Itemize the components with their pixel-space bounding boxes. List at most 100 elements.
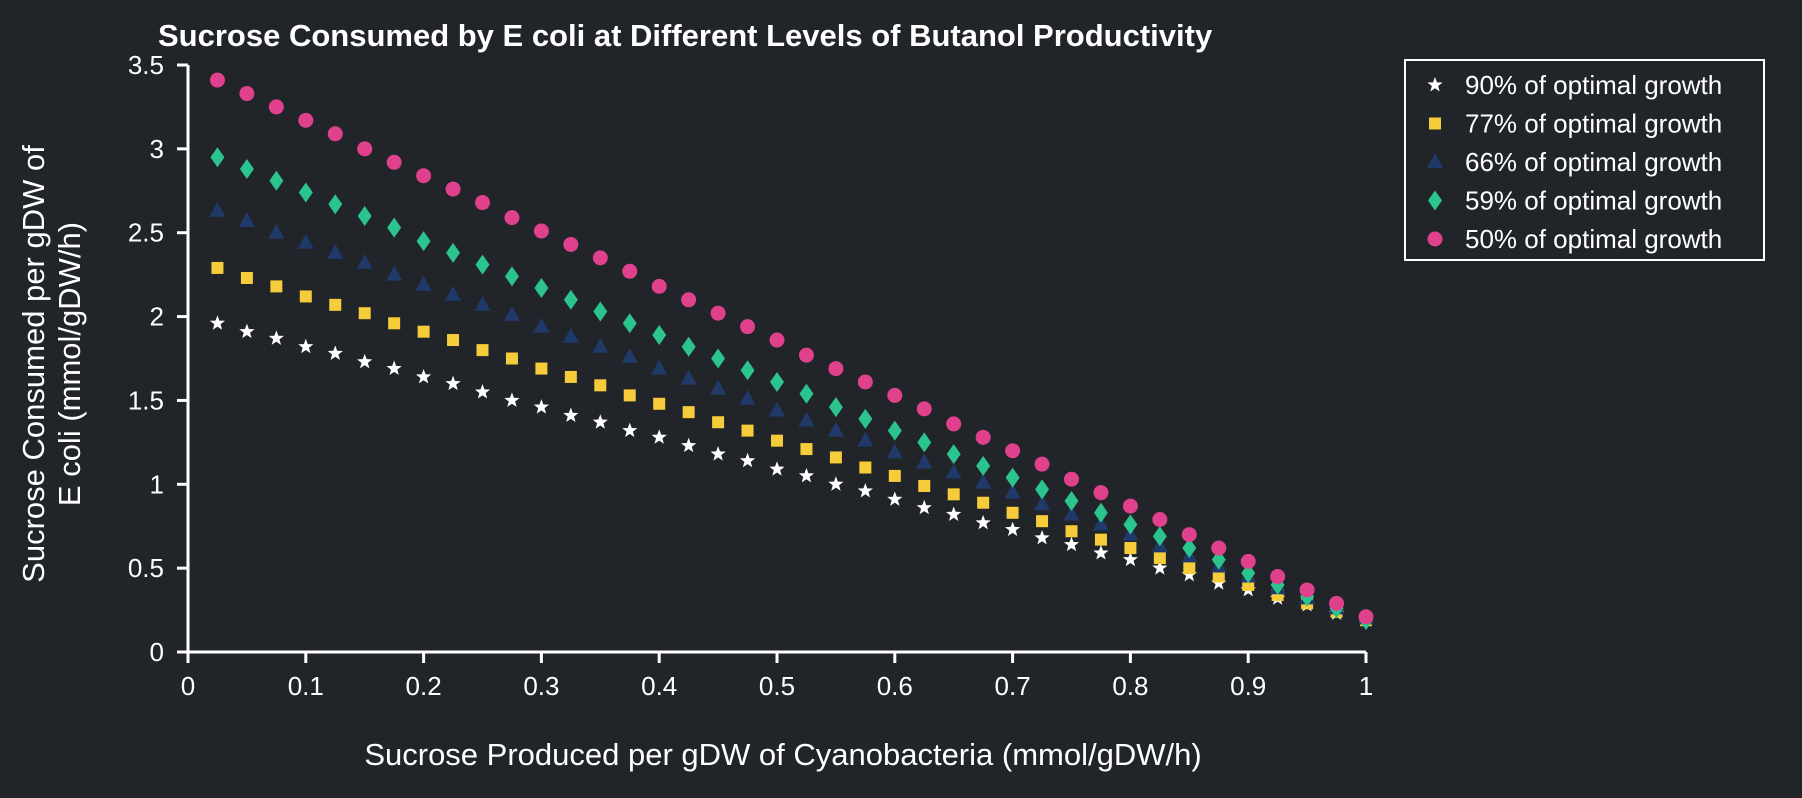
data-point [1005, 443, 1021, 459]
data-point [592, 414, 608, 429]
data-point [887, 387, 903, 403]
legend: 90% of optimal growth 77% of optimal grow… [1404, 59, 1765, 261]
data-point [503, 305, 520, 321]
data-point [1212, 570, 1225, 583]
y-axis-label-line-1: Sucrose Consumed per gDW of [16, 145, 51, 583]
legend-entry: 66% of optimal growth [1427, 147, 1722, 177]
data-point [975, 429, 991, 445]
data-point [1123, 514, 1138, 535]
legend-box [1404, 59, 1765, 261]
data-point [535, 362, 548, 375]
data-point [800, 443, 813, 456]
data-point [710, 305, 726, 321]
data-point [1092, 515, 1109, 531]
data-point [268, 330, 284, 345]
data-point [386, 154, 402, 170]
data-point [534, 278, 549, 299]
data-point [1153, 552, 1166, 565]
data-point [238, 211, 255, 227]
data-point [327, 345, 343, 360]
series-3 [210, 147, 1373, 631]
data-point [211, 261, 224, 274]
data-point [269, 170, 284, 191]
data-point [1063, 505, 1080, 521]
data-point [829, 451, 842, 464]
data-point [623, 389, 636, 402]
data-point [563, 407, 579, 422]
data-point [798, 411, 815, 427]
data-point [329, 298, 342, 311]
data-point [1183, 562, 1196, 575]
x-tick-label: 0.3 [523, 671, 559, 701]
data-point [1211, 549, 1226, 570]
legend-label: 66% of optimal growth [1465, 147, 1722, 177]
series-4 [209, 72, 1374, 625]
data-point [651, 429, 667, 444]
chart-title: Sucrose Consumed by E coli at Different … [158, 18, 1213, 53]
data-point [740, 319, 756, 335]
x-tick-label: 1 [1359, 671, 1373, 701]
data-point [653, 397, 666, 410]
data-point [711, 348, 726, 369]
data-point [1122, 498, 1138, 514]
data-point [298, 182, 313, 203]
legend-marker [1427, 77, 1443, 92]
data-point [476, 344, 489, 357]
data-point [710, 446, 726, 461]
data-point [475, 254, 490, 275]
legend-marker [1427, 231, 1443, 247]
x-axis-label: Sucrose Produced per gDW of Cyanobacteri… [364, 737, 1201, 772]
data-point [209, 72, 225, 88]
y-tick-label: 2 [150, 302, 164, 332]
data-point [299, 290, 312, 303]
data-point [447, 334, 460, 347]
data-point [563, 289, 578, 310]
data-point [504, 392, 520, 407]
x-tick-label: 0.1 [288, 671, 324, 701]
y-tick-label: 1 [150, 469, 164, 499]
data-point [681, 336, 696, 357]
data-point [769, 332, 785, 348]
data-point [975, 514, 991, 530]
data-point [593, 301, 608, 322]
data-point [681, 437, 697, 453]
data-point [1064, 471, 1079, 487]
data-point [445, 181, 461, 197]
x-tick-label: 0.7 [995, 671, 1031, 701]
x-tick-label: 0.6 [877, 671, 913, 701]
y-tick-label: 2.5 [128, 218, 164, 248]
data-point [680, 369, 697, 385]
data-point [297, 233, 314, 249]
legend-entry: 77% of optimal growth [1429, 109, 1722, 139]
legend-entry: 59% of optimal growth [1428, 186, 1722, 216]
data-point [621, 347, 638, 363]
plot-area [209, 72, 1374, 631]
data-point [239, 86, 255, 102]
legend-label: 50% of optimal growth [1465, 224, 1722, 254]
data-point [210, 147, 225, 168]
data-point [739, 452, 756, 468]
data-point [562, 327, 579, 343]
data-point [1004, 483, 1021, 499]
data-point [827, 421, 844, 437]
data-point [474, 295, 491, 311]
data-point [298, 112, 314, 128]
data-point [475, 195, 490, 211]
data-point [857, 431, 874, 447]
data-point [415, 368, 432, 384]
y-axis-label: Sucrose Consumed per gDW of E coli (mmol… [16, 145, 87, 583]
x-tick-label: 0.9 [1230, 671, 1266, 701]
data-point [1181, 527, 1197, 543]
data-point [977, 496, 990, 509]
data-point [886, 443, 903, 459]
data-point [386, 265, 403, 281]
legend-entry: 90% of optimal growth [1427, 70, 1722, 100]
data-point [1034, 495, 1051, 511]
data-point [327, 126, 343, 142]
legend-marker [1427, 153, 1443, 168]
data-point [592, 337, 609, 353]
data-point [594, 379, 607, 392]
data-point [1152, 526, 1167, 547]
legend-marker [1428, 190, 1442, 211]
